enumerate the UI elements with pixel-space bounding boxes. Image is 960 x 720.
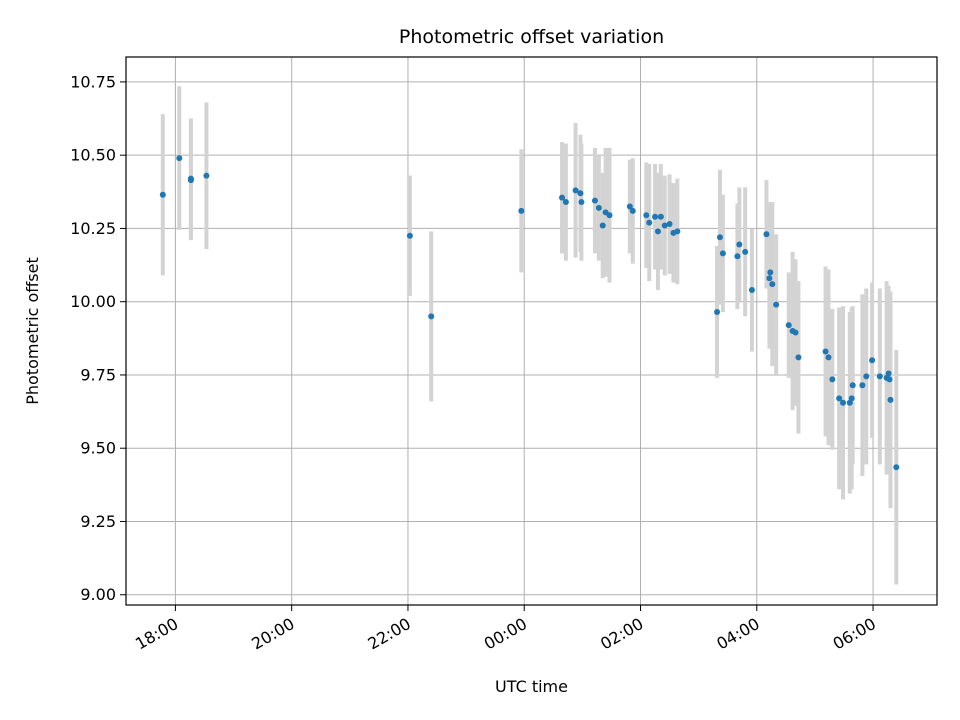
chart-title: Photometric offset variation xyxy=(399,26,664,48)
y-tick-label: 10.00 xyxy=(70,292,116,311)
y-tick-label: 9.25 xyxy=(80,512,116,531)
data-point xyxy=(763,231,770,238)
data-point xyxy=(876,373,883,380)
data-point xyxy=(674,228,681,235)
data-point xyxy=(652,213,659,220)
y-tick-label: 9.75 xyxy=(80,365,116,384)
data-point xyxy=(825,354,832,361)
data-point xyxy=(769,281,776,288)
data-point xyxy=(657,213,664,220)
data-point xyxy=(599,222,606,229)
data-point xyxy=(766,275,773,282)
data-point xyxy=(767,269,774,276)
data-point xyxy=(406,232,413,239)
data-point xyxy=(795,354,802,361)
data-point xyxy=(822,348,829,355)
data-point xyxy=(629,207,636,214)
data-point xyxy=(848,395,855,402)
data-point xyxy=(829,376,836,383)
data-point xyxy=(840,399,847,406)
y-axis-title: Photometric offset xyxy=(23,257,42,405)
y-axis: 9.00 9.25 9.50 9.75 10.00 10.25 10.50 10.75 xyxy=(70,72,126,604)
data-point xyxy=(428,313,435,320)
data-point xyxy=(626,203,633,210)
data-point xyxy=(893,464,900,471)
data-point xyxy=(661,222,668,229)
data-point xyxy=(734,253,741,260)
data-point xyxy=(176,155,183,162)
data-point xyxy=(716,234,723,241)
plot-area-frame xyxy=(125,56,938,606)
data-point xyxy=(748,286,755,293)
data-point xyxy=(719,250,726,257)
grid xyxy=(126,57,937,605)
data-point xyxy=(643,212,650,219)
data-point xyxy=(572,187,579,194)
data-point xyxy=(578,199,585,206)
data-point xyxy=(666,221,673,228)
data-point xyxy=(606,212,613,219)
y-tick-label: 9.00 xyxy=(80,585,116,604)
y-tick-label: 10.25 xyxy=(70,219,116,238)
data-point xyxy=(203,172,210,179)
data-point xyxy=(595,204,602,211)
data-point xyxy=(742,248,749,255)
data-point xyxy=(849,382,856,389)
data-point xyxy=(654,228,661,235)
data-point xyxy=(792,329,799,336)
data-point xyxy=(887,396,894,403)
data-point xyxy=(785,322,792,329)
data-point xyxy=(646,219,653,226)
data-point xyxy=(736,241,743,248)
data-point xyxy=(559,194,566,201)
data-point xyxy=(714,308,721,315)
data-point xyxy=(859,382,866,389)
data-point xyxy=(591,197,598,204)
y-tick-label: 9.50 xyxy=(80,439,116,458)
data-point xyxy=(187,175,194,182)
data-point xyxy=(885,370,892,377)
data-point xyxy=(869,357,876,364)
y-tick-label: 10.50 xyxy=(70,146,116,165)
data-point xyxy=(159,191,166,198)
data-point xyxy=(518,207,525,214)
x-axis-title: UTC time xyxy=(495,677,568,696)
data-point xyxy=(773,301,780,308)
data-point xyxy=(863,373,870,380)
data-point xyxy=(562,199,569,206)
data-point xyxy=(836,395,843,402)
y-tick-label: 10.75 xyxy=(70,72,116,91)
data-point xyxy=(577,190,584,197)
data-point xyxy=(886,376,893,383)
data-points xyxy=(159,155,900,471)
